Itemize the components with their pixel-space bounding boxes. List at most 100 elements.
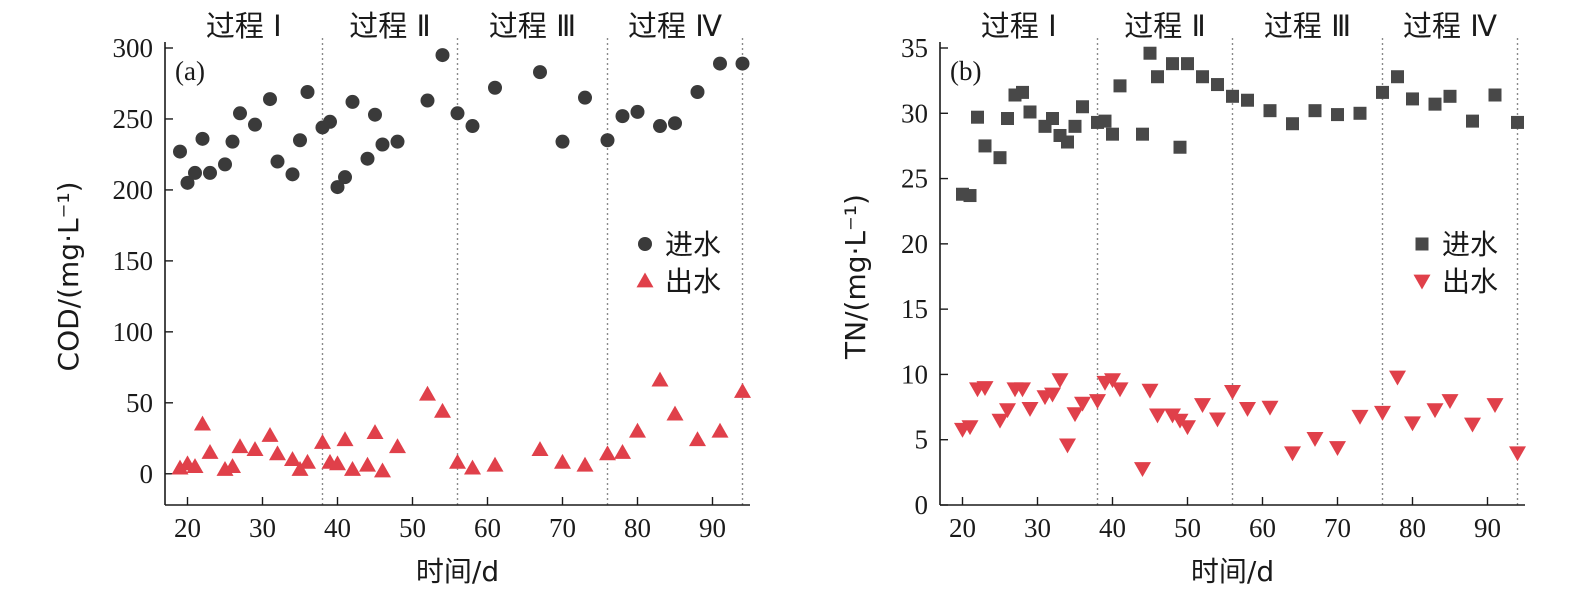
data-point bbox=[1173, 140, 1187, 154]
data-point bbox=[263, 92, 277, 107]
data-point bbox=[1136, 127, 1149, 141]
data-point bbox=[1151, 70, 1164, 84]
data-point bbox=[1196, 70, 1209, 84]
y-tick-label: 100 bbox=[113, 317, 154, 347]
data-point bbox=[329, 455, 346, 471]
data-point bbox=[1001, 112, 1014, 126]
data-point bbox=[666, 405, 684, 421]
data-point bbox=[1023, 105, 1037, 119]
data-point bbox=[224, 458, 241, 474]
panel-b-tn: 0 5 10 15 20 25 30 35 20 30 40 50 60 70 80 90 过程 Ⅰ 过程 Ⅱ 过程… bbox=[839, 9, 1526, 588]
data-point bbox=[1164, 408, 1181, 424]
data-point bbox=[1443, 89, 1457, 103]
data-point bbox=[1098, 114, 1112, 128]
panel-a-cod: 0 50 100 150 200 250 300 20 30 40 50 60 70 80 90 过程 Ⅰ 过程… bbox=[52, 9, 751, 588]
y-tick-label: 10 bbox=[901, 359, 928, 389]
data-point bbox=[171, 459, 189, 475]
data-point bbox=[1141, 383, 1159, 399]
y-tick-label: 5 bbox=[915, 425, 929, 455]
legend-label: 出水 bbox=[1442, 265, 1498, 298]
data-point bbox=[1466, 114, 1479, 128]
data-point bbox=[180, 175, 195, 190]
data-point bbox=[1329, 441, 1346, 457]
data-point bbox=[1134, 462, 1151, 477]
data-point bbox=[1143, 46, 1157, 60]
x-tick-label: 30 bbox=[249, 513, 276, 543]
data-point bbox=[1486, 398, 1504, 413]
data-point bbox=[1239, 402, 1256, 417]
data-point bbox=[1044, 387, 1061, 403]
legend-marker bbox=[1415, 237, 1429, 251]
phase-label: 过程 Ⅳ bbox=[1403, 9, 1497, 43]
data-point bbox=[299, 453, 316, 469]
data-point bbox=[488, 80, 502, 95]
y-tick-label: 15 bbox=[901, 294, 928, 324]
data-point bbox=[270, 154, 285, 169]
data-point bbox=[194, 415, 211, 431]
data-point bbox=[1179, 420, 1196, 436]
data-point bbox=[314, 434, 331, 449]
data-point bbox=[233, 106, 247, 121]
legend-label: 出水 bbox=[665, 265, 721, 298]
y-tick-label: 50 bbox=[126, 388, 153, 418]
data-point bbox=[1488, 88, 1502, 102]
phase-label: 过程 Ⅰ bbox=[206, 9, 282, 43]
data-point bbox=[419, 385, 436, 401]
data-point bbox=[1509, 446, 1526, 462]
x-tick-label: 40 bbox=[324, 513, 351, 543]
data-point bbox=[1061, 135, 1074, 149]
data-point bbox=[971, 110, 984, 124]
data-point bbox=[999, 403, 1016, 419]
data-point bbox=[1181, 57, 1194, 71]
x-tick-label: 60 bbox=[474, 513, 501, 543]
data-point bbox=[203, 165, 217, 180]
data-point bbox=[231, 438, 249, 454]
data-point bbox=[1016, 85, 1029, 99]
data-point bbox=[1149, 408, 1166, 424]
data-point bbox=[1511, 115, 1524, 129]
y-tick-label: 300 bbox=[113, 33, 154, 63]
data-point bbox=[651, 371, 669, 387]
data-point bbox=[961, 420, 979, 436]
data-point bbox=[345, 94, 360, 109]
data-point bbox=[1104, 373, 1121, 389]
legend-label: 进水 bbox=[665, 228, 721, 261]
data-point bbox=[464, 459, 481, 475]
panel-label: (b) bbox=[950, 56, 981, 86]
data-point bbox=[1111, 382, 1129, 398]
data-point bbox=[1226, 89, 1239, 103]
y-tick-label: 20 bbox=[901, 229, 928, 259]
data-point bbox=[1391, 70, 1404, 84]
legend-marker bbox=[638, 237, 652, 251]
data-point bbox=[1014, 382, 1031, 398]
data-point bbox=[435, 48, 450, 63]
data-point bbox=[554, 453, 571, 469]
y-axis-title: TN/(mg·L⁻¹) bbox=[839, 194, 872, 360]
data-point bbox=[201, 443, 219, 459]
data-point bbox=[991, 413, 1009, 429]
data-point bbox=[1113, 79, 1127, 93]
data-point bbox=[344, 461, 361, 476]
data-point bbox=[1051, 373, 1069, 389]
data-point bbox=[465, 119, 480, 134]
series-effluent bbox=[171, 371, 751, 478]
data-point bbox=[261, 426, 279, 442]
x-tick-label: 90 bbox=[1474, 513, 1501, 543]
data-point bbox=[614, 443, 631, 459]
data-point bbox=[689, 431, 706, 447]
data-point bbox=[976, 381, 994, 396]
data-point bbox=[390, 134, 405, 149]
series-effluent bbox=[954, 370, 1526, 477]
x-tick-label: 50 bbox=[399, 513, 426, 543]
x-tick-label: 70 bbox=[1324, 513, 1351, 543]
series-influent bbox=[956, 46, 1524, 203]
phase-label: 过程 Ⅱ bbox=[1124, 9, 1206, 43]
data-point bbox=[338, 170, 352, 185]
x-tick-label: 60 bbox=[1249, 513, 1276, 543]
data-point bbox=[653, 119, 667, 134]
x-tick-label: 40 bbox=[1099, 513, 1126, 543]
data-point bbox=[1308, 104, 1322, 118]
data-point bbox=[1166, 57, 1179, 71]
data-point bbox=[978, 139, 992, 153]
data-point bbox=[330, 180, 345, 195]
